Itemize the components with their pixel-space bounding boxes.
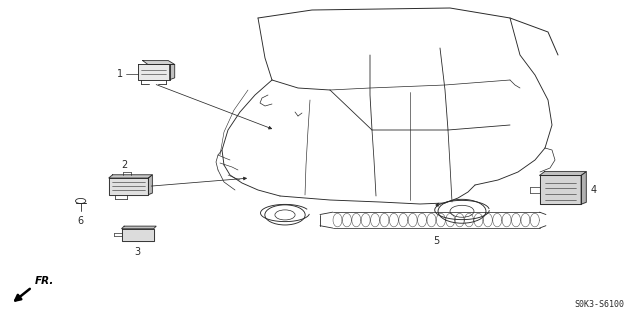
Polygon shape xyxy=(540,172,586,175)
Polygon shape xyxy=(143,61,175,64)
Text: 3: 3 xyxy=(134,247,141,256)
Text: FR.: FR. xyxy=(35,276,54,286)
Polygon shape xyxy=(109,178,148,195)
Text: 2: 2 xyxy=(122,160,128,170)
Text: 4: 4 xyxy=(590,185,596,195)
Polygon shape xyxy=(122,229,154,241)
Text: S0K3-S6100: S0K3-S6100 xyxy=(574,300,624,309)
Text: 1: 1 xyxy=(117,70,124,79)
Polygon shape xyxy=(148,175,152,195)
Text: 6: 6 xyxy=(77,216,84,226)
Polygon shape xyxy=(122,226,156,229)
Polygon shape xyxy=(138,64,170,80)
Text: 5: 5 xyxy=(433,236,439,246)
Polygon shape xyxy=(170,64,175,80)
Polygon shape xyxy=(109,175,152,178)
Polygon shape xyxy=(540,175,581,204)
Polygon shape xyxy=(581,172,586,204)
